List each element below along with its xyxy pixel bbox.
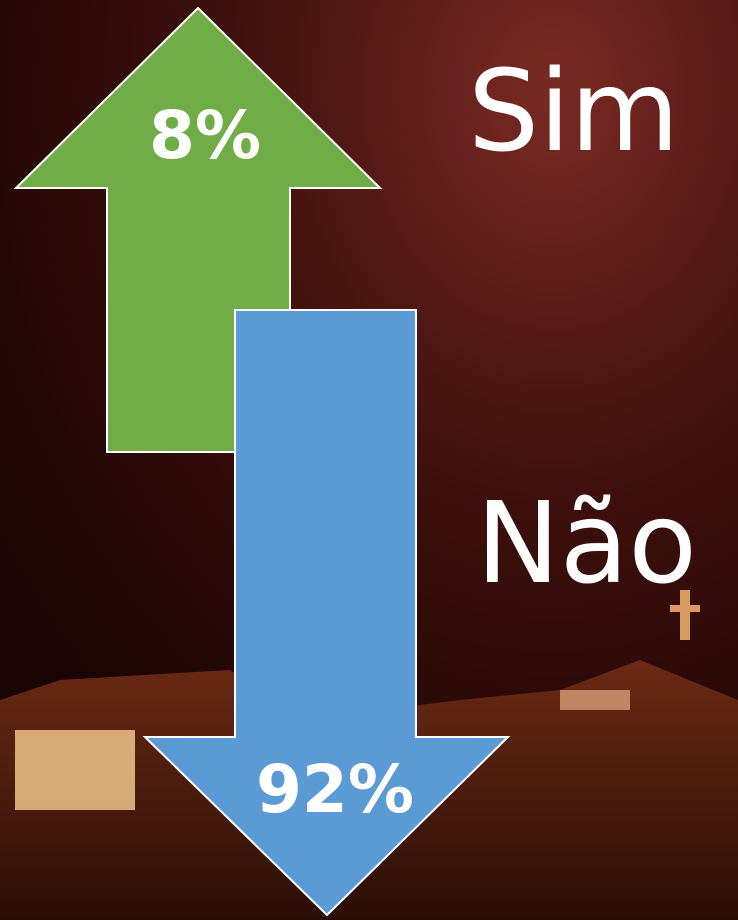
no-label: Não	[476, 479, 697, 609]
lit-window	[15, 730, 135, 810]
page: 8% 92% Sim Não (() => { const data = JSO…	[0, 0, 738, 920]
no-percent: 92%	[256, 751, 414, 828]
yes-percent: 8%	[149, 97, 261, 174]
lit-roof	[560, 690, 630, 710]
slide: 8% 92% Sim Não	[0, 0, 738, 920]
yes-label: Sim	[468, 47, 679, 177]
